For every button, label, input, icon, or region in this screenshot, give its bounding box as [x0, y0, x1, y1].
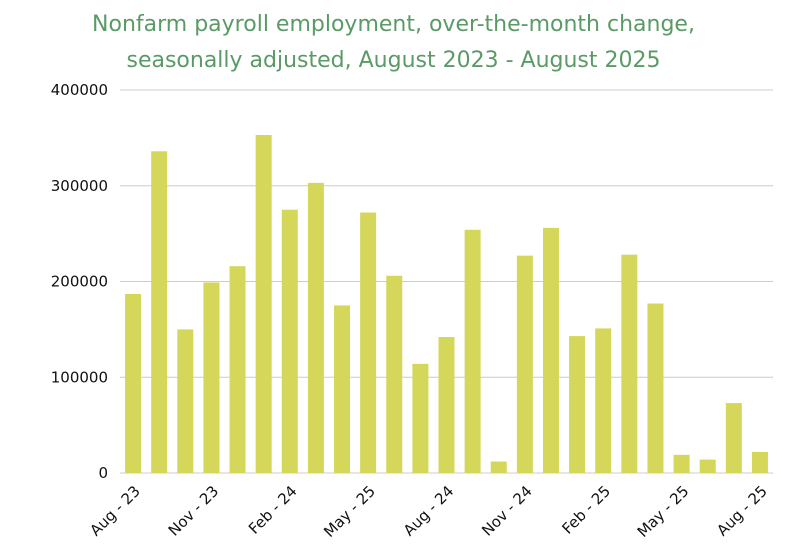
bar — [412, 363, 429, 473]
chart-title-line-2: seasonally adjusted, August 2023 - Augus… — [126, 48, 661, 73]
chart-title-line-1: Nonfarm payroll employment, over-the-mon… — [92, 12, 695, 37]
bar — [647, 303, 664, 473]
x-axis-ticks: Aug - 23 Nov - 23 Feb - 24 May - 25 Aug - 24… — [86, 482, 770, 541]
y-tick-label: 300000 — [51, 177, 108, 195]
bar — [542, 227, 559, 473]
bar — [673, 454, 690, 473]
bar — [307, 182, 324, 473]
bar — [725, 403, 742, 473]
bar — [125, 293, 142, 473]
x-tick-label: Nov - 23 — [165, 482, 222, 539]
bar — [699, 459, 716, 473]
bar — [621, 254, 638, 473]
bar — [595, 328, 612, 473]
x-tick-label: May - 25 — [634, 482, 693, 541]
y-tick-label: 0 — [98, 464, 108, 482]
bar — [438, 337, 455, 473]
bar — [281, 209, 298, 473]
bar — [255, 135, 272, 473]
bars — [125, 135, 768, 473]
x-tick-label: Nov - 24 — [478, 482, 535, 539]
bar — [569, 336, 586, 473]
x-tick-label: May - 25 — [320, 482, 379, 541]
bar — [203, 282, 220, 473]
x-tick-label: Feb - 24 — [245, 482, 301, 538]
bar — [490, 461, 507, 473]
bar — [386, 275, 403, 473]
bar — [229, 266, 246, 473]
bar — [464, 229, 481, 473]
x-tick-label: Aug - 25 — [713, 482, 771, 540]
x-tick-label: Aug - 23 — [86, 482, 144, 540]
bar — [177, 329, 194, 473]
bar — [751, 451, 768, 473]
y-tick-label: 100000 — [51, 368, 108, 386]
y-axis-ticks: 0 100000 200000 300000 400000 — [51, 81, 108, 482]
x-tick-label: Aug - 24 — [400, 482, 458, 540]
bar — [334, 305, 351, 473]
bar — [151, 151, 168, 473]
y-tick-label: 200000 — [51, 273, 108, 291]
y-tick-label: 400000 — [51, 81, 108, 99]
bar — [516, 255, 533, 473]
bar — [360, 212, 377, 473]
x-tick-label: Feb - 25 — [558, 482, 614, 538]
